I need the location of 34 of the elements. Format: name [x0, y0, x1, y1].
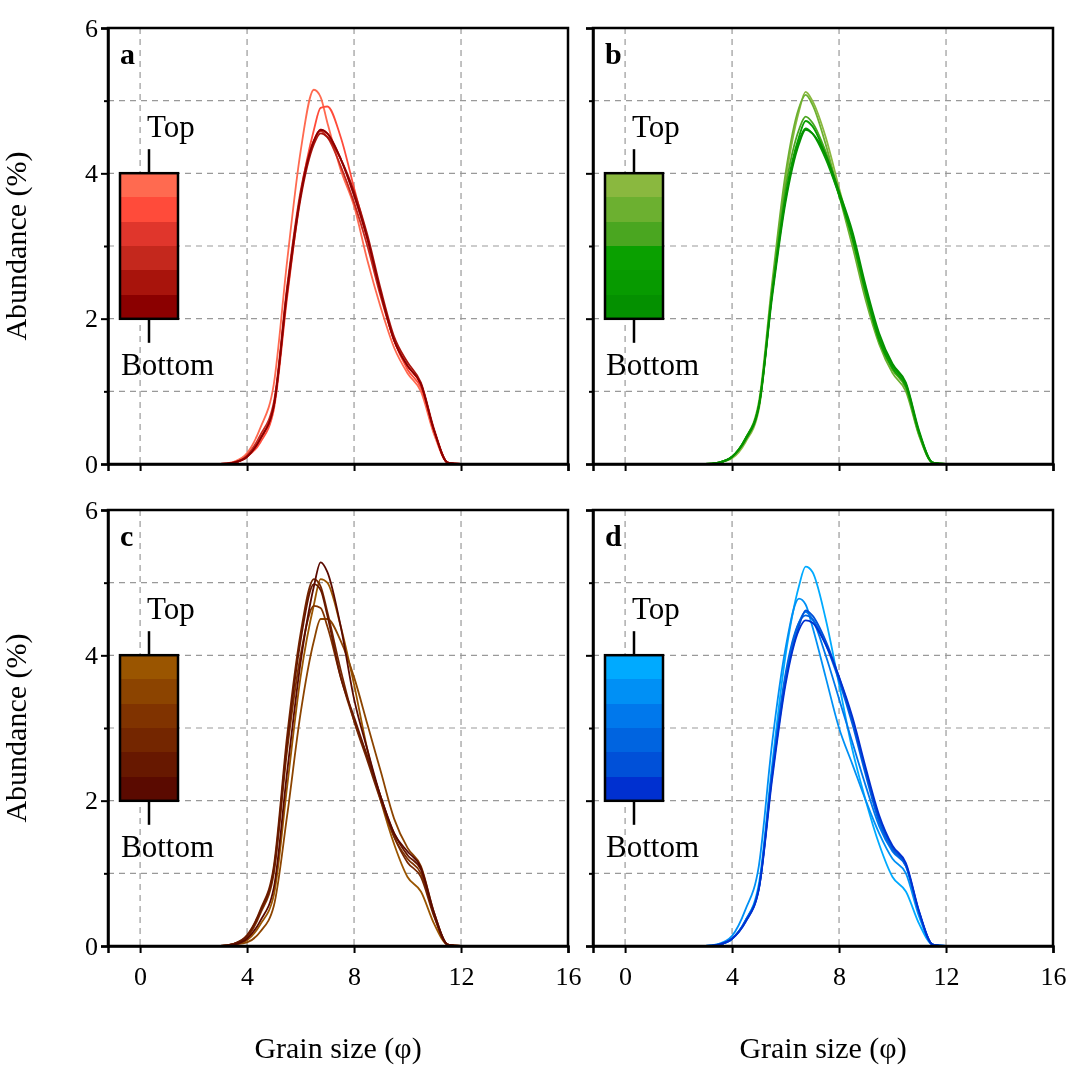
y-tick-label: 4 [85, 159, 98, 189]
x-tick-label: 12 [448, 961, 475, 991]
y-tick-label: 0 [85, 931, 98, 961]
y-tick-label: 6 [85, 13, 98, 43]
x-axis-title: Grain size (φ) [254, 1031, 422, 1065]
chart-title: b [605, 37, 622, 70]
chart-title: c [120, 519, 134, 552]
y-tick-label: 2 [85, 786, 98, 816]
x-tick-label: 16 [555, 961, 582, 991]
x-tick-label: 8 [833, 961, 847, 991]
x-tick-label: 4 [726, 961, 740, 991]
x-tick-label: 16 [1040, 961, 1067, 991]
y-tick-label: 6 [85, 495, 98, 525]
annotation: Top [632, 109, 680, 145]
y-tick-label: 2 [85, 304, 98, 334]
x-tick-label: 4 [241, 961, 255, 991]
y-axis-title: Abundance (%) [0, 151, 33, 341]
annotation: Bottom [121, 828, 215, 864]
x-tick-label: 8 [348, 961, 362, 991]
x-tick-label: 0 [619, 961, 633, 991]
annotation: Top [147, 591, 195, 627]
annotation: Bottom [121, 346, 215, 382]
annotation: Top [147, 109, 195, 145]
y-tick-label: 4 [85, 641, 98, 671]
annotation: Bottom [606, 346, 700, 382]
annotation: Top [632, 591, 680, 627]
chart-title: a [120, 37, 135, 70]
y-axis-title: Abundance (%) [0, 633, 33, 823]
chart-title: d [605, 519, 622, 552]
y-tick-label: 0 [85, 449, 98, 479]
x-tick-label: 0 [134, 961, 148, 991]
annotation: Bottom [606, 828, 700, 864]
x-tick-label: 12 [933, 961, 960, 991]
x-axis-title: Grain size (φ) [739, 1031, 907, 1065]
